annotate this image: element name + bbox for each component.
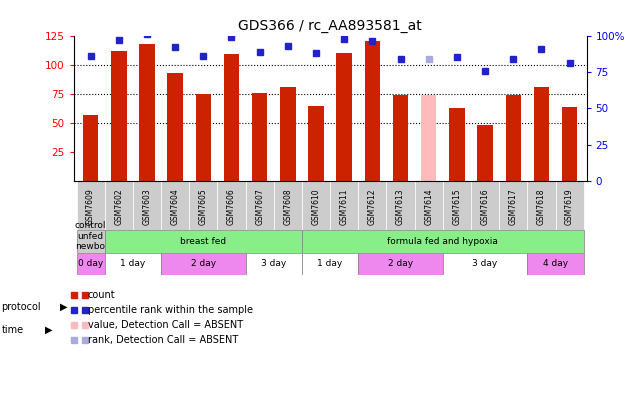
Text: GSM7610: GSM7610	[312, 188, 320, 225]
Bar	[302, 181, 330, 230]
Title: GDS366 / rc_AA893581_at: GDS366 / rc_AA893581_at	[238, 19, 422, 33]
Text: GSM7602: GSM7602	[114, 188, 123, 225]
Bar	[421, 95, 437, 181]
Text: 1 day: 1 day	[317, 259, 343, 268]
Bar	[133, 181, 161, 230]
Bar	[246, 181, 274, 230]
Bar	[443, 253, 528, 275]
Bar	[246, 253, 302, 275]
Bar	[387, 181, 415, 230]
Bar	[449, 108, 465, 181]
Text: 0 day: 0 day	[78, 259, 103, 268]
Bar	[443, 181, 471, 230]
Bar	[104, 253, 161, 275]
Bar	[506, 95, 521, 181]
Bar	[393, 95, 408, 181]
Bar	[528, 181, 556, 230]
Text: GSM7615: GSM7615	[453, 188, 462, 225]
Bar	[167, 73, 183, 181]
Text: GSM7617: GSM7617	[509, 188, 518, 225]
Text: GSM7613: GSM7613	[396, 188, 405, 225]
Text: GSM7606: GSM7606	[227, 188, 236, 225]
Text: protocol: protocol	[1, 302, 41, 312]
Text: rank, Detection Call = ABSENT: rank, Detection Call = ABSENT	[88, 335, 238, 345]
Bar	[478, 126, 493, 181]
Bar	[358, 253, 443, 275]
Bar	[415, 181, 443, 230]
Text: ▶: ▶	[45, 325, 53, 335]
Bar	[161, 253, 246, 275]
Bar	[189, 181, 217, 230]
Bar	[274, 181, 302, 230]
Bar	[76, 181, 104, 230]
Text: GSM7614: GSM7614	[424, 188, 433, 225]
Text: GSM7612: GSM7612	[368, 188, 377, 225]
Bar	[280, 87, 296, 181]
Text: GSM7609: GSM7609	[86, 188, 95, 225]
Bar	[76, 253, 104, 275]
Bar	[471, 181, 499, 230]
Text: ▶: ▶	[60, 302, 67, 312]
Bar	[330, 181, 358, 230]
Bar	[196, 94, 211, 181]
Text: 2 day: 2 day	[191, 259, 216, 268]
Bar	[562, 107, 578, 181]
Bar	[252, 93, 267, 181]
Text: GSM7616: GSM7616	[481, 188, 490, 225]
Text: GSM7605: GSM7605	[199, 188, 208, 225]
Text: GSM7608: GSM7608	[283, 188, 292, 225]
Text: time: time	[1, 325, 24, 335]
Bar	[139, 44, 154, 181]
Bar	[499, 181, 528, 230]
Text: GSM7604: GSM7604	[171, 188, 179, 225]
Text: value, Detection Call = ABSENT: value, Detection Call = ABSENT	[88, 320, 243, 330]
Bar	[358, 181, 387, 230]
Text: GSM7618: GSM7618	[537, 188, 546, 225]
Bar	[111, 51, 126, 181]
Bar	[365, 42, 380, 181]
Bar	[302, 230, 584, 253]
Bar	[104, 230, 302, 253]
Text: count: count	[88, 290, 115, 300]
Bar	[528, 253, 584, 275]
Bar	[76, 230, 104, 253]
Text: 3 day: 3 day	[472, 259, 497, 268]
Text: 3 day: 3 day	[261, 259, 287, 268]
Bar	[308, 106, 324, 181]
Text: breast fed: breast fed	[180, 237, 226, 246]
Bar	[302, 253, 358, 275]
Bar	[534, 87, 549, 181]
Text: percentile rank within the sample: percentile rank within the sample	[88, 305, 253, 315]
Text: formula fed and hypoxia: formula fed and hypoxia	[387, 237, 498, 246]
Bar	[224, 54, 239, 181]
Text: 4 day: 4 day	[543, 259, 568, 268]
Bar	[556, 181, 584, 230]
Text: GSM7619: GSM7619	[565, 188, 574, 225]
Bar	[83, 115, 98, 181]
Text: GSM7603: GSM7603	[142, 188, 151, 225]
Text: GSM7611: GSM7611	[340, 188, 349, 225]
Text: 1 day: 1 day	[121, 259, 146, 268]
Text: control
unfed
newbo
rn: control unfed newbo rn	[75, 221, 106, 261]
Bar	[217, 181, 246, 230]
Bar	[104, 181, 133, 230]
Text: 2 day: 2 day	[388, 259, 413, 268]
Text: GSM7607: GSM7607	[255, 188, 264, 225]
Bar	[337, 53, 352, 181]
Bar	[161, 181, 189, 230]
